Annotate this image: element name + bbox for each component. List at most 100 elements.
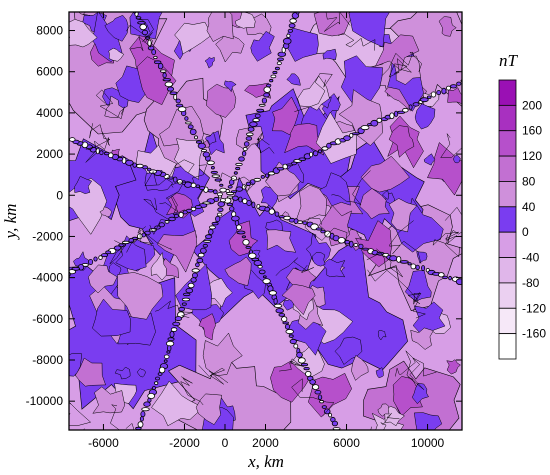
lineament-contour <box>353 243 359 247</box>
lineament-contour <box>211 221 219 226</box>
colorbar: 200 160 120 80 40 0 -40 -80 -120 -160 <box>498 79 546 360</box>
contour-line <box>83 428 85 430</box>
lineament-contour <box>147 392 156 399</box>
lineament-contour <box>297 220 304 224</box>
lineament-contour <box>303 366 310 371</box>
lineament-contour <box>473 73 479 75</box>
lineament-contour <box>219 187 227 193</box>
colorbar-label: 120 <box>522 149 542 163</box>
colorbar-swatch <box>498 181 517 208</box>
lineament-contour <box>169 330 175 338</box>
lineament-contour <box>191 268 200 273</box>
lineament-contour <box>442 275 448 280</box>
contour-region <box>383 406 405 427</box>
lineament-contour <box>130 4 136 6</box>
lineament-contour <box>187 282 195 289</box>
lineament-contour <box>241 235 246 239</box>
lineament-contour <box>139 416 144 422</box>
x-tick-label: 0 <box>222 436 229 450</box>
contour-region <box>284 123 325 156</box>
lineament-contour <box>486 290 490 293</box>
lineament-contour <box>219 183 224 187</box>
lineament-contour <box>213 189 218 195</box>
lineament-contour <box>270 74 277 79</box>
lineament-contour <box>125 460 132 463</box>
lineament-contour <box>37 125 41 130</box>
lineament-contour <box>174 316 182 322</box>
contour-region <box>360 155 410 193</box>
lineament-contour <box>426 95 432 99</box>
contour-line <box>388 57 412 78</box>
contour-line <box>69 401 92 427</box>
contour-region <box>334 336 363 365</box>
lineament-contour <box>300 362 309 367</box>
lineament-contour <box>11 115 18 120</box>
lineament-contour <box>309 151 314 158</box>
lineament-contour <box>69 136 70 139</box>
lineament-contour <box>412 102 420 107</box>
lineament-contour <box>141 407 150 412</box>
lineament-contour <box>181 302 187 306</box>
x-axis-title: x, km <box>247 452 284 471</box>
lineament-contour <box>241 150 247 157</box>
contour-region <box>205 131 217 146</box>
contour-region <box>388 198 418 233</box>
lineament-contour <box>0 111 4 114</box>
lineament-contour <box>228 206 235 212</box>
contour-line <box>338 32 376 51</box>
lineament-contour <box>137 421 144 428</box>
lineament-contour <box>289 338 297 345</box>
lineament-contour <box>277 51 287 57</box>
contour-line <box>144 159 195 186</box>
lineament-contour <box>489 64 496 69</box>
lineament-contour <box>236 230 246 235</box>
contour-region <box>69 177 107 235</box>
lineament-contour <box>8 115 13 119</box>
lineament-contour <box>135 426 142 430</box>
lineament-contour <box>175 103 184 108</box>
lineament-contour <box>147 45 155 51</box>
contour-line <box>279 358 304 372</box>
colorbar-label: -120 <box>522 301 546 315</box>
contour-region <box>198 313 216 341</box>
lineament-contour <box>233 171 238 175</box>
lineament-contour <box>249 121 258 127</box>
contour-region <box>351 355 369 381</box>
contour-line <box>219 172 255 193</box>
lineament-contour <box>297 357 306 364</box>
lineament-contour <box>163 354 170 359</box>
contour-region <box>438 16 457 37</box>
contour-line <box>432 231 460 247</box>
lineament-contour <box>197 142 206 149</box>
contour-region <box>348 12 390 48</box>
lineament-contour <box>208 228 214 235</box>
lineament-contour <box>256 108 265 113</box>
lineament-contour <box>277 57 284 62</box>
lineament-contour <box>346 451 351 456</box>
contour-line <box>304 217 348 246</box>
lineament-contour <box>245 245 251 249</box>
lineament-contour <box>281 316 288 323</box>
contour-region <box>206 12 234 42</box>
lineament-contour <box>143 401 151 407</box>
contour-region <box>266 229 297 253</box>
lineament-contour <box>202 151 210 158</box>
lineament-contour <box>317 394 323 400</box>
lineament-contour <box>136 163 144 169</box>
lineament-contour <box>268 208 275 215</box>
lineament-contour <box>299 5 302 10</box>
contour-region <box>224 256 252 287</box>
lineament-contour <box>235 162 243 166</box>
contour-region <box>99 206 113 218</box>
lineament-contour <box>226 202 233 207</box>
lineament-contour <box>190 277 197 283</box>
contour-region <box>297 75 330 111</box>
lineament-contour <box>275 308 284 314</box>
contour-region <box>286 267 317 290</box>
lineament-contour <box>164 220 170 224</box>
contour-line <box>291 378 335 417</box>
lineament-contour <box>235 166 241 171</box>
colorbar-swatch <box>498 104 517 132</box>
lineament-contour <box>175 98 181 104</box>
contour-line <box>395 357 437 377</box>
